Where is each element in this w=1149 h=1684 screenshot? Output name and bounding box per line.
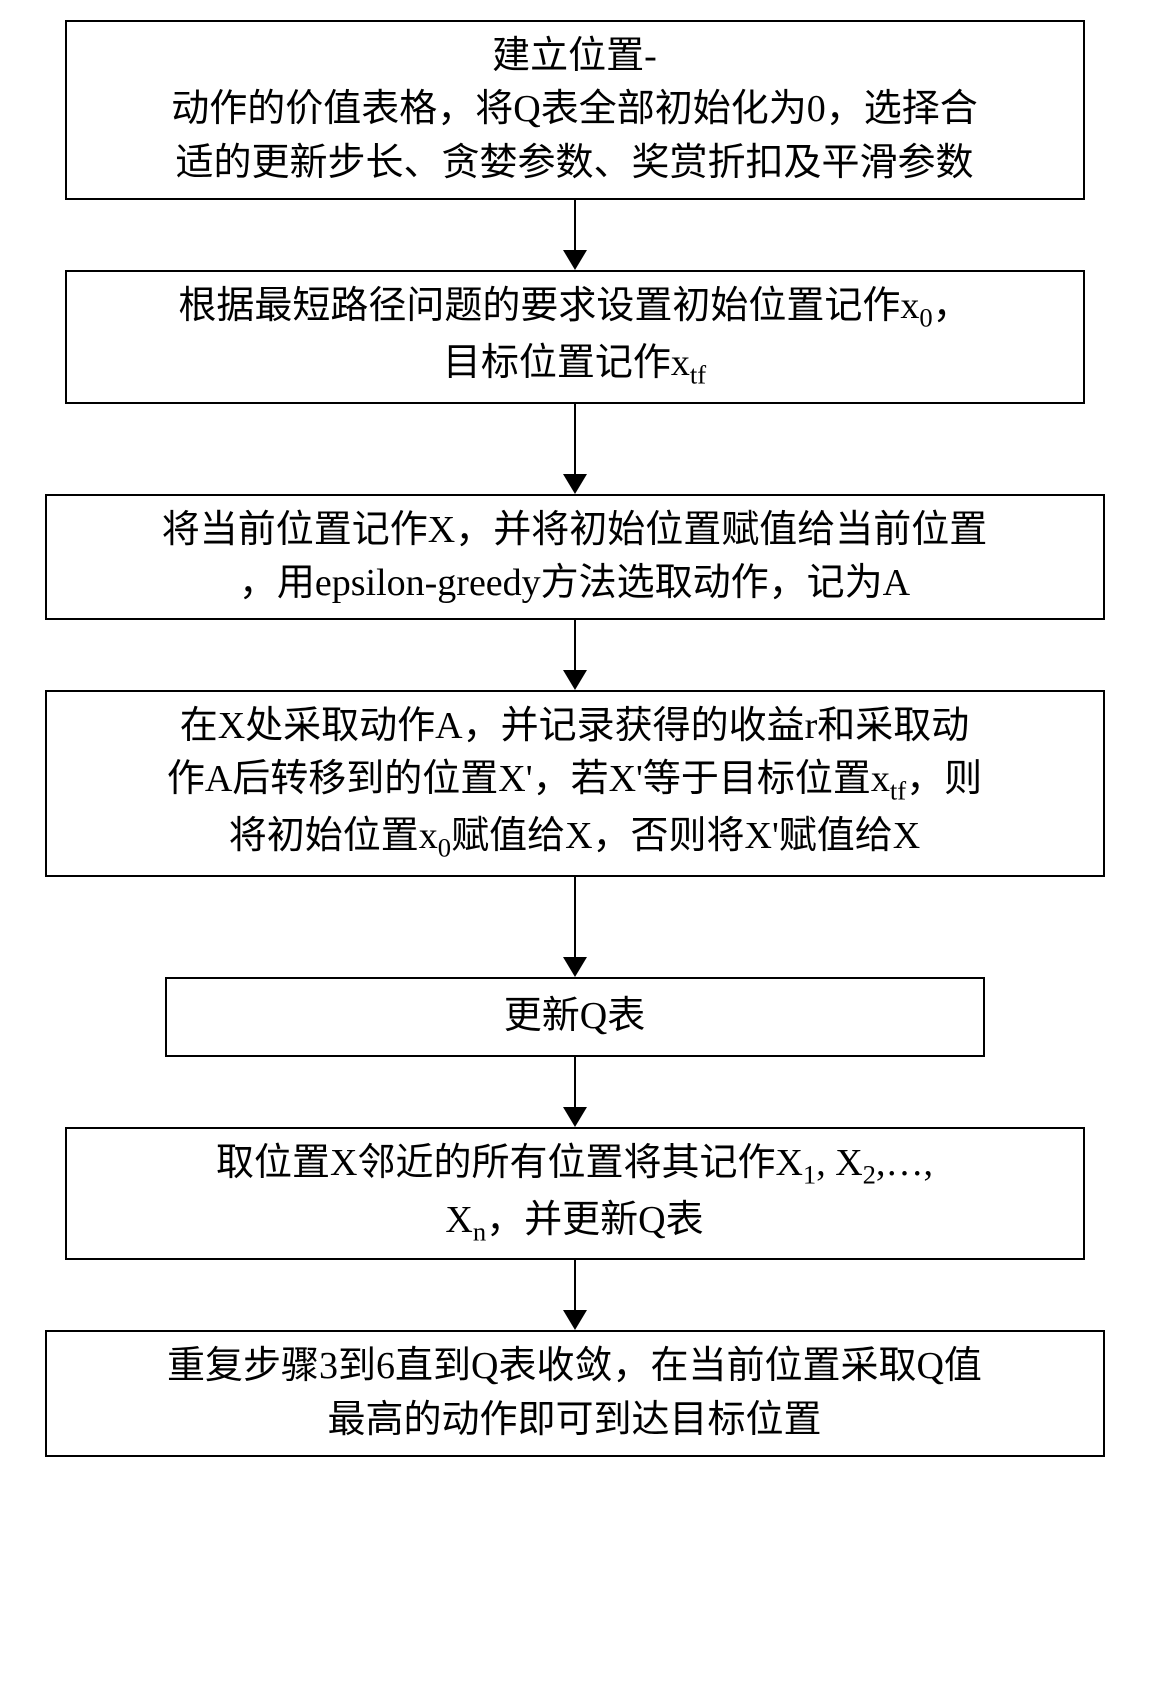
arrow-n5-n6 (563, 1057, 587, 1127)
arrow-head-icon (563, 670, 587, 690)
node-text-line: 重复步骤3到6直到Q表收敛，在当前位置采取Q值 (167, 1340, 982, 1393)
flowchart-node-n3: 将当前位置记作X，并将初始位置赋值给当前位置，用epsilon-greedy方法… (45, 494, 1105, 620)
arrow-line (574, 404, 576, 474)
arrow-line (574, 877, 576, 957)
node-text-line: Xn，并更新Q表 (445, 1194, 703, 1251)
node-text-line: 将当前位置记作X，并将初始位置赋值给当前位置 (162, 504, 987, 557)
arrow-line (574, 200, 576, 250)
node-text-line: 在X处采取动作A，并记录获得的收益r和采取动 (180, 700, 970, 753)
node-text-line: 目标位置记作xtf (443, 337, 706, 394)
flowchart-node-n5: 更新Q表 (165, 977, 985, 1057)
arrow-n4-n5 (563, 877, 587, 977)
node-text-line: 作A后转移到的位置X'，若X'等于目标位置xtf，则 (167, 753, 982, 810)
flowchart-container: 建立位置-动作的价值表格，将Q表全部初始化为0，选择合适的更新步长、贪婪参数、奖… (45, 20, 1105, 1457)
node-text-line: 将初始位置x0赋值给X，否则将X'赋值给X (229, 810, 921, 867)
node-text-line: 更新Q表 (504, 990, 645, 1043)
flowchart-node-n4: 在X处采取动作A，并记录获得的收益r和采取动作A后转移到的位置X'，若X'等于目… (45, 690, 1105, 877)
node-text-line: 动作的价值表格，将Q表全部初始化为0，选择合 (171, 83, 977, 136)
arrow-line (574, 620, 576, 670)
arrow-head-icon (563, 474, 587, 494)
arrow-head-icon (563, 1310, 587, 1330)
arrow-head-icon (563, 957, 587, 977)
flowchart-node-n6: 取位置X邻近的所有位置将其记作X1, X2,…,Xn，并更新Q表 (65, 1127, 1085, 1261)
arrow-head-icon (563, 250, 587, 270)
node-text-line: 最高的动作即可到达目标位置 (327, 1394, 821, 1447)
arrow-n2-n3 (563, 404, 587, 494)
flowchart-node-n1: 建立位置-动作的价值表格，将Q表全部初始化为0，选择合适的更新步长、贪婪参数、奖… (65, 20, 1085, 200)
node-text-line: 适的更新步长、贪婪参数、奖赏折扣及平滑参数 (175, 137, 973, 190)
node-text-line: 取位置X邻近的所有位置将其记作X1, X2,…, (216, 1137, 933, 1194)
flowchart-node-n7: 重复步骤3到6直到Q表收敛，在当前位置采取Q值最高的动作即可到达目标位置 (45, 1330, 1105, 1456)
node-text-line: ，用epsilon-greedy方法选取动作，记为A (239, 557, 910, 610)
arrow-head-icon (563, 1107, 587, 1127)
arrow-line (574, 1260, 576, 1310)
arrow-n1-n2 (563, 200, 587, 270)
arrow-line (574, 1057, 576, 1107)
flowchart-node-n2: 根据最短路径问题的要求设置初始位置记作x0，目标位置记作xtf (65, 270, 1085, 404)
arrow-n3-n4 (563, 620, 587, 690)
arrow-n6-n7 (563, 1260, 587, 1330)
node-text-line: 根据最短路径问题的要求设置初始位置记作x0， (178, 280, 970, 337)
node-text-line: 建立位置- (492, 30, 657, 83)
